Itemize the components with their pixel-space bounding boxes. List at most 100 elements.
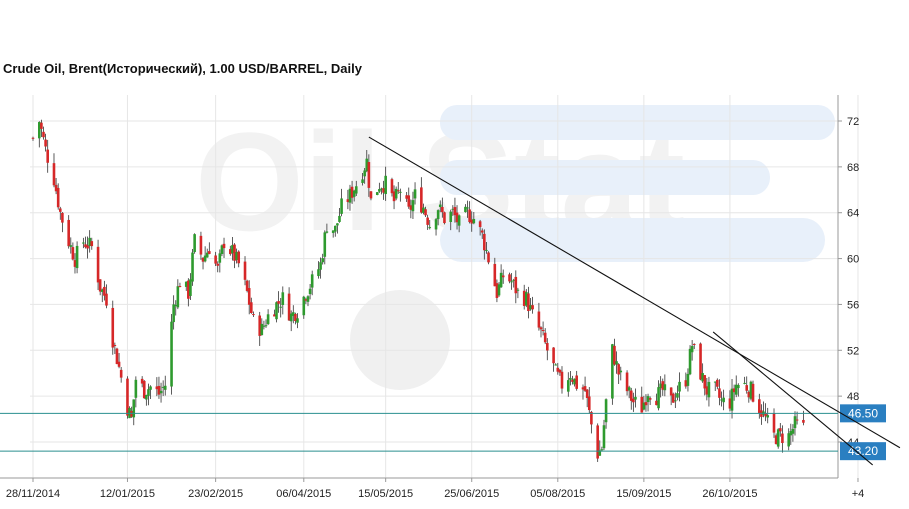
candle-down xyxy=(105,293,108,306)
x-tick-label: 12/01/2015 xyxy=(100,488,155,500)
candle-up xyxy=(436,210,440,220)
candle-down xyxy=(113,345,117,347)
candle-down xyxy=(692,343,696,345)
candle-up xyxy=(333,225,337,232)
candle-down xyxy=(216,263,220,266)
candle-down xyxy=(537,311,541,328)
candle-up xyxy=(375,192,379,195)
chart-title: Crude Oil, Brent(Исторический), 1.00 USD… xyxy=(3,61,362,76)
candle-up xyxy=(380,188,383,190)
candle-down xyxy=(405,195,408,199)
candle-down xyxy=(84,244,87,248)
candle-up xyxy=(75,245,79,269)
candle-down xyxy=(346,199,350,203)
candle-up xyxy=(793,416,797,429)
candle-down xyxy=(671,393,675,403)
candle-down xyxy=(508,274,511,282)
candle-down xyxy=(392,191,396,202)
candle-up xyxy=(193,234,196,253)
candle-down xyxy=(795,419,799,421)
candle-up xyxy=(205,252,209,258)
candle-down xyxy=(661,381,665,390)
candle-up xyxy=(264,325,268,327)
candle-down xyxy=(115,348,119,365)
candle-up xyxy=(686,373,690,386)
candle-up xyxy=(516,289,520,291)
candle-up xyxy=(172,304,175,323)
watermark-drop-icon xyxy=(350,290,450,390)
y-tick-label: 56 xyxy=(847,299,859,311)
x-tick-label: 15/05/2015 xyxy=(358,488,413,500)
candle-down xyxy=(514,276,518,294)
candle-up xyxy=(378,189,381,192)
candle-up xyxy=(266,314,270,325)
candle-up xyxy=(776,429,780,447)
candle-down xyxy=(558,369,562,373)
candle-down xyxy=(426,217,429,225)
candle-down xyxy=(199,235,203,255)
candle-up xyxy=(260,323,264,336)
candle-up xyxy=(554,364,557,366)
candle-up xyxy=(411,200,415,212)
candle-down xyxy=(31,137,35,139)
candle-down xyxy=(407,195,411,207)
candle-up xyxy=(302,296,306,316)
candle-up xyxy=(291,312,295,316)
candle-up xyxy=(642,402,646,410)
candle-down xyxy=(187,280,190,299)
candle-down xyxy=(480,230,484,233)
candle-up xyxy=(422,207,425,213)
y-tick-label: 68 xyxy=(847,162,859,174)
candle-up xyxy=(690,346,694,353)
candle-up xyxy=(737,385,740,389)
candle-down xyxy=(273,314,276,317)
candle-up xyxy=(602,425,606,449)
candle-down xyxy=(369,191,373,199)
candle-up xyxy=(722,397,725,403)
grid xyxy=(30,95,859,478)
candle-down xyxy=(258,315,262,336)
candle-up xyxy=(159,390,163,394)
candle-up xyxy=(340,198,343,214)
price-level-label: 43.20 xyxy=(848,444,878,458)
candle-up xyxy=(281,292,285,305)
candle-down xyxy=(625,372,629,392)
candle-down xyxy=(527,293,530,312)
y-tick-label: 60 xyxy=(847,254,859,266)
candle-up xyxy=(191,252,194,282)
candle-down xyxy=(781,433,784,444)
candle-down xyxy=(575,375,578,389)
x-tick-label: +4 xyxy=(852,488,865,500)
candle-up xyxy=(399,191,402,193)
candle-down xyxy=(455,212,459,223)
candle-up xyxy=(363,170,366,177)
candle-down xyxy=(703,375,707,389)
candle-down xyxy=(541,330,545,332)
candle-up xyxy=(720,399,723,401)
candle-down xyxy=(732,388,736,393)
candle-up xyxy=(338,215,341,222)
candle-up xyxy=(659,383,662,389)
candle-down xyxy=(684,380,688,387)
candle-down xyxy=(73,260,77,267)
price-level-tag xyxy=(840,404,886,423)
candle-down xyxy=(640,396,644,413)
candle-up xyxy=(262,325,266,327)
candle-up xyxy=(149,386,152,390)
candle-down xyxy=(745,385,749,391)
candle-down xyxy=(245,280,249,291)
candle-down xyxy=(350,186,354,198)
candle-up xyxy=(569,377,572,380)
x-tick-label: 05/08/2015 xyxy=(530,488,585,500)
candle-down xyxy=(758,399,761,414)
candle-down xyxy=(52,163,56,186)
candle-up xyxy=(203,255,207,262)
candle-up xyxy=(325,231,329,233)
candle-down xyxy=(71,247,75,260)
candle-down xyxy=(468,209,471,223)
candle-up xyxy=(600,449,604,451)
candle-down xyxy=(140,378,144,384)
candle-down xyxy=(655,400,658,406)
candle-up xyxy=(627,387,631,391)
candle-up xyxy=(598,450,602,456)
